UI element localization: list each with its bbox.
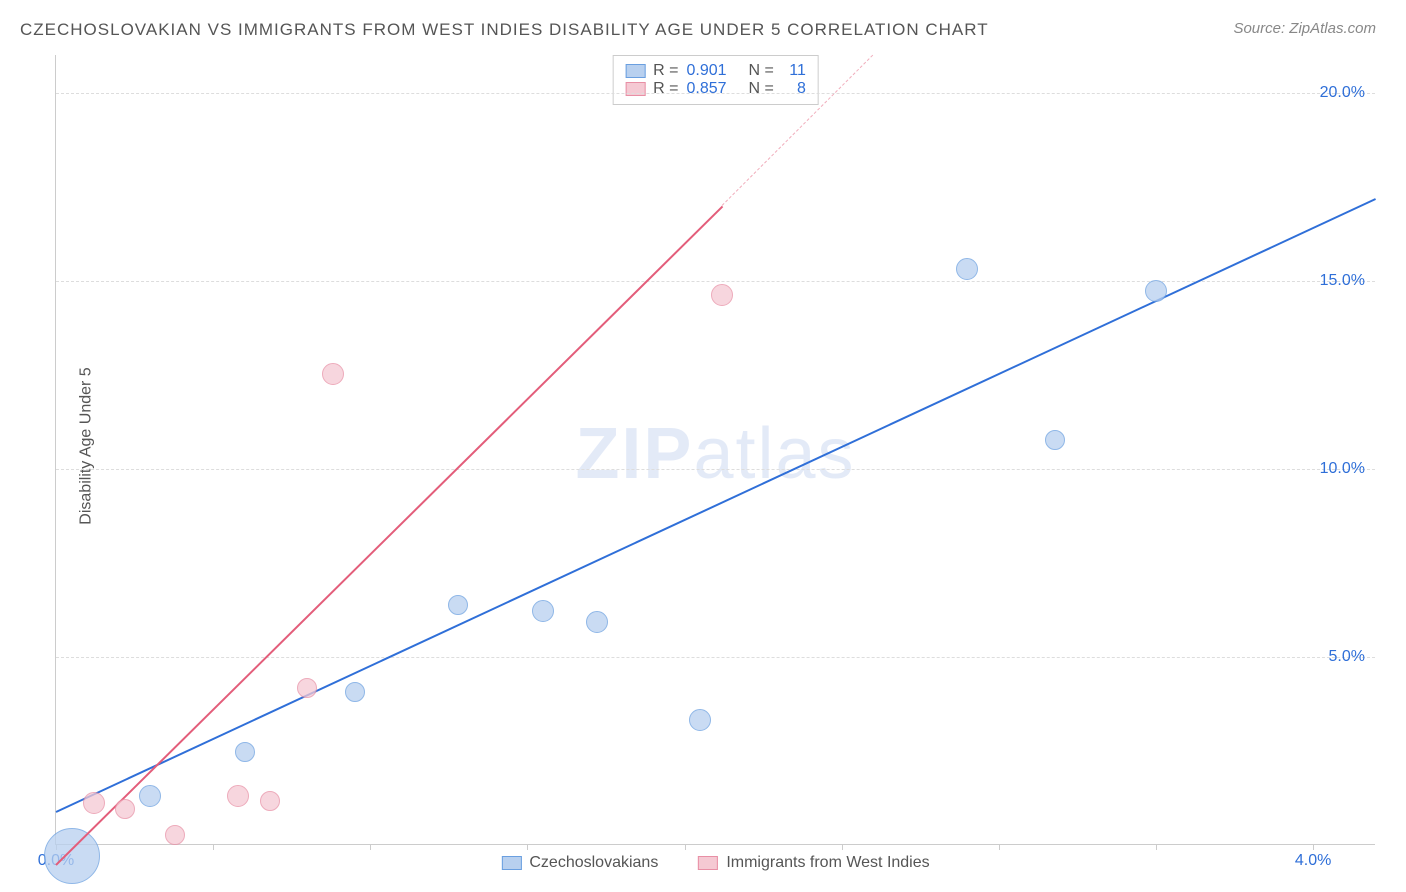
y-tick-label: 15.0% bbox=[1320, 272, 1365, 290]
legend-n-value: 11 bbox=[782, 62, 806, 80]
legend-item: Immigrants from West Indies bbox=[698, 854, 929, 872]
data-point bbox=[297, 678, 317, 698]
gridline bbox=[56, 657, 1375, 658]
x-tick bbox=[370, 844, 371, 850]
legend-label: Immigrants from West Indies bbox=[726, 854, 929, 872]
x-tick bbox=[213, 844, 214, 850]
legend-label: Czechoslovakians bbox=[529, 854, 658, 872]
gridline bbox=[56, 469, 1375, 470]
x-tick bbox=[842, 844, 843, 850]
data-point bbox=[345, 682, 365, 702]
legend-r-value: 0.901 bbox=[687, 62, 741, 80]
x-tick bbox=[685, 844, 686, 850]
legend-r-value: 0.857 bbox=[687, 80, 741, 98]
data-point bbox=[711, 284, 733, 306]
watermark-zip: ZIP bbox=[575, 414, 693, 494]
data-point bbox=[235, 742, 255, 762]
data-point bbox=[689, 709, 711, 731]
data-point bbox=[1145, 280, 1167, 302]
legend-n-label: N = bbox=[749, 80, 774, 98]
legend-top: R = 0.901 N = 11 R = 0.857 N = 8 bbox=[612, 55, 819, 105]
y-tick-label: 5.0% bbox=[1329, 648, 1365, 666]
x-tick bbox=[527, 844, 528, 850]
data-point bbox=[44, 828, 100, 884]
gridline bbox=[56, 93, 1375, 94]
watermark: ZIPatlas bbox=[575, 413, 855, 495]
x-tick-label: 4.0% bbox=[1295, 852, 1331, 870]
plot-area: ZIPatlas R =0.901N =11R =0.857N =8 Czech… bbox=[55, 55, 1375, 845]
data-point bbox=[139, 785, 161, 807]
data-point bbox=[322, 363, 344, 385]
data-point bbox=[532, 600, 554, 622]
legend-bottom: Czechoslovakians Immigrants from West Ind… bbox=[501, 854, 929, 872]
y-tick-label: 20.0% bbox=[1320, 84, 1365, 102]
gridline bbox=[56, 281, 1375, 282]
y-tick-label: 10.0% bbox=[1320, 460, 1365, 478]
data-point bbox=[586, 611, 608, 633]
legend-r-label: R = bbox=[653, 62, 678, 80]
legend-r-label: R = bbox=[653, 80, 678, 98]
data-point bbox=[115, 799, 135, 819]
data-point bbox=[956, 258, 978, 280]
legend-n-label: N = bbox=[749, 62, 774, 80]
data-point bbox=[227, 785, 249, 807]
data-point bbox=[260, 791, 280, 811]
legend-swatch bbox=[501, 856, 521, 870]
legend-row: R = 0.857 N = 8 bbox=[625, 80, 806, 98]
data-point bbox=[165, 825, 185, 845]
legend-row: R = 0.901 N = 11 bbox=[625, 62, 806, 80]
legend-swatch bbox=[625, 64, 645, 78]
x-tick bbox=[1156, 844, 1157, 850]
source-label: Source: ZipAtlas.com bbox=[1233, 20, 1376, 37]
legend-swatch bbox=[698, 856, 718, 870]
watermark-atlas: atlas bbox=[693, 414, 855, 494]
chart-title: CZECHOSLOVAKIAN VS IMMIGRANTS FROM WEST … bbox=[20, 20, 989, 40]
x-tick bbox=[999, 844, 1000, 850]
legend-swatch bbox=[625, 82, 645, 96]
legend-n-value: 8 bbox=[782, 80, 806, 98]
x-tick bbox=[1313, 844, 1314, 850]
regression-line bbox=[55, 206, 723, 866]
data-point bbox=[448, 595, 468, 615]
data-point bbox=[1045, 430, 1065, 450]
data-point bbox=[83, 792, 105, 814]
legend-item: Czechoslovakians bbox=[501, 854, 658, 872]
